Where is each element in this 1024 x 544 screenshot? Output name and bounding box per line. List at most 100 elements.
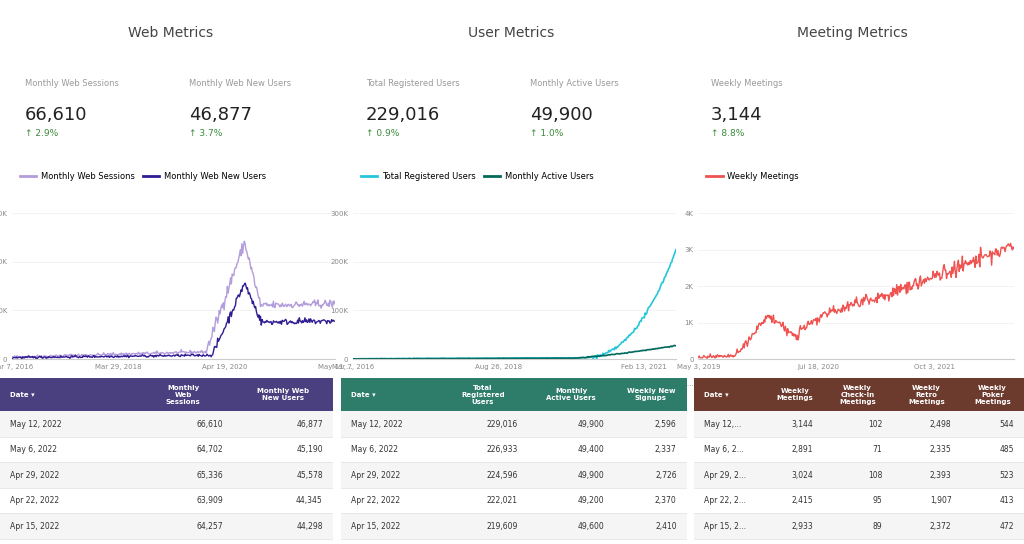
Text: 49,900: 49,900 xyxy=(578,471,604,480)
Text: May 10,...: May 10,... xyxy=(658,381,693,387)
Text: May 12,...: May 12,... xyxy=(705,419,741,429)
Text: Weekly
Poker
Meetings: Weekly Poker Meetings xyxy=(974,385,1011,405)
Text: Date ▾: Date ▾ xyxy=(705,392,729,398)
Text: Apr 15, 2022: Apr 15, 2022 xyxy=(10,522,59,530)
Text: 66,610: 66,610 xyxy=(25,106,87,123)
Text: May 6, 2...: May 6, 2... xyxy=(705,445,743,454)
Text: 219,609: 219,609 xyxy=(486,522,517,530)
Text: 1,907: 1,907 xyxy=(930,496,951,505)
Text: 2,415: 2,415 xyxy=(792,496,813,505)
Text: 3,144: 3,144 xyxy=(711,106,763,123)
Text: 49,600: 49,600 xyxy=(578,522,604,530)
Text: Weekly Meetings: Weekly Meetings xyxy=(711,79,782,88)
Text: Total
Registered
Users: Total Registered Users xyxy=(461,385,505,405)
Text: 44,298: 44,298 xyxy=(296,522,323,530)
Text: 64,702: 64,702 xyxy=(197,445,223,454)
Text: ↑ 1.0%: ↑ 1.0% xyxy=(529,129,563,138)
Text: May 12, 2022: May 12, 2022 xyxy=(351,419,403,429)
FancyBboxPatch shape xyxy=(0,514,333,539)
Text: Total Registered Users: Total Registered Users xyxy=(366,79,460,88)
Text: 2,726: 2,726 xyxy=(655,471,677,480)
FancyBboxPatch shape xyxy=(133,378,232,411)
FancyBboxPatch shape xyxy=(694,514,1024,539)
Text: Monthly
Active Users: Monthly Active Users xyxy=(546,388,596,401)
Text: May 12, 2022: May 12, 2022 xyxy=(10,419,61,429)
FancyBboxPatch shape xyxy=(0,488,333,514)
Text: Web Metrics: Web Metrics xyxy=(128,26,213,40)
FancyBboxPatch shape xyxy=(614,378,687,411)
FancyBboxPatch shape xyxy=(232,378,333,411)
Text: 2,933: 2,933 xyxy=(792,522,813,530)
FancyBboxPatch shape xyxy=(0,411,333,437)
Text: ↑ 3.7%: ↑ 3.7% xyxy=(188,129,222,138)
Text: 2,370: 2,370 xyxy=(655,496,677,505)
Text: Monthly Web New Users: Monthly Web New Users xyxy=(188,79,291,88)
Text: 44,345: 44,345 xyxy=(296,496,323,505)
Legend: Monthly Web Sessions, Monthly Web New Users: Monthly Web Sessions, Monthly Web New Us… xyxy=(16,169,269,184)
Text: 2,372: 2,372 xyxy=(930,522,951,530)
Text: 544: 544 xyxy=(999,419,1014,429)
Text: Apr 29, 2022: Apr 29, 2022 xyxy=(10,471,59,480)
Text: Apr 22, 2022: Apr 22, 2022 xyxy=(351,496,400,505)
Text: 46,877: 46,877 xyxy=(296,419,323,429)
Text: Nov 20, 2019: Nov 20, 2019 xyxy=(548,381,595,387)
Text: 2,335: 2,335 xyxy=(930,445,951,454)
Text: 108: 108 xyxy=(868,471,883,480)
Text: 2,891: 2,891 xyxy=(792,445,813,454)
FancyBboxPatch shape xyxy=(341,411,687,437)
Text: Apr 30, 2021: Apr 30, 2021 xyxy=(257,381,303,387)
Text: ↑ 2.9%: ↑ 2.9% xyxy=(25,129,58,138)
Text: Weekly New
Signups: Weekly New Signups xyxy=(627,388,675,401)
Text: 413: 413 xyxy=(999,496,1014,505)
Text: Apr 22, 2...: Apr 22, 2... xyxy=(705,496,746,505)
FancyBboxPatch shape xyxy=(341,462,687,488)
Text: 229,016: 229,016 xyxy=(486,419,517,429)
Text: User Metrics: User Metrics xyxy=(468,26,555,40)
Text: 49,400: 49,400 xyxy=(578,445,604,454)
Text: 472: 472 xyxy=(999,522,1014,530)
Text: 226,933: 226,933 xyxy=(486,445,517,454)
Text: Apr 9, 2019: Apr 9, 2019 xyxy=(152,381,193,387)
Text: ↑ 0.9%: ↑ 0.9% xyxy=(366,129,399,138)
Text: 63,909: 63,909 xyxy=(197,496,223,505)
FancyBboxPatch shape xyxy=(0,437,333,462)
Text: Meeting Metrics: Meeting Metrics xyxy=(797,26,908,40)
FancyBboxPatch shape xyxy=(823,378,892,411)
Text: 224,596: 224,596 xyxy=(486,471,517,480)
Text: 485: 485 xyxy=(999,445,1014,454)
Text: Mar 18, 2017: Mar 18, 2017 xyxy=(42,381,89,387)
Text: 45,578: 45,578 xyxy=(296,471,323,480)
Text: 46,877: 46,877 xyxy=(188,106,252,123)
Text: 2,498: 2,498 xyxy=(930,419,951,429)
FancyBboxPatch shape xyxy=(892,378,962,411)
Legend: Weekly Meetings: Weekly Meetings xyxy=(702,169,802,184)
Text: 102: 102 xyxy=(868,419,883,429)
Text: 222,021: 222,021 xyxy=(486,496,517,505)
Legend: Total Registered Users, Monthly Active Users: Total Registered Users, Monthly Active U… xyxy=(357,169,597,184)
Text: 95: 95 xyxy=(872,496,883,505)
FancyBboxPatch shape xyxy=(341,378,438,411)
Text: ↑ 8.8%: ↑ 8.8% xyxy=(711,129,744,138)
Text: 65,336: 65,336 xyxy=(197,471,223,480)
Text: Weekly
Check-In
Meetings: Weekly Check-In Meetings xyxy=(839,385,876,405)
Text: Apr 29, 2022: Apr 29, 2022 xyxy=(351,471,400,480)
Text: 49,900: 49,900 xyxy=(529,106,592,123)
Text: May 12, 2022: May 12, 2022 xyxy=(971,381,1019,387)
FancyBboxPatch shape xyxy=(341,488,687,514)
Text: 2,596: 2,596 xyxy=(655,419,677,429)
Text: Monthly
Web
Sessions: Monthly Web Sessions xyxy=(166,385,201,405)
Text: 3,024: 3,024 xyxy=(792,471,813,480)
FancyBboxPatch shape xyxy=(341,514,687,539)
Text: 2,393: 2,393 xyxy=(930,471,951,480)
Text: Apr 15, 2022: Apr 15, 2022 xyxy=(351,522,400,530)
Text: Dec 10, 2019: Dec 10, 2019 xyxy=(735,381,781,387)
Text: Monthly Active Users: Monthly Active Users xyxy=(529,79,618,88)
FancyBboxPatch shape xyxy=(767,378,823,411)
FancyBboxPatch shape xyxy=(0,378,133,411)
Text: 49,900: 49,900 xyxy=(578,419,604,429)
Text: 66,610: 66,610 xyxy=(197,419,223,429)
FancyBboxPatch shape xyxy=(0,462,333,488)
Text: Apr 29, 2...: Apr 29, 2... xyxy=(705,471,746,480)
Text: Weekly
Retro
Meetings: Weekly Retro Meetings xyxy=(908,385,945,405)
FancyBboxPatch shape xyxy=(694,378,767,411)
